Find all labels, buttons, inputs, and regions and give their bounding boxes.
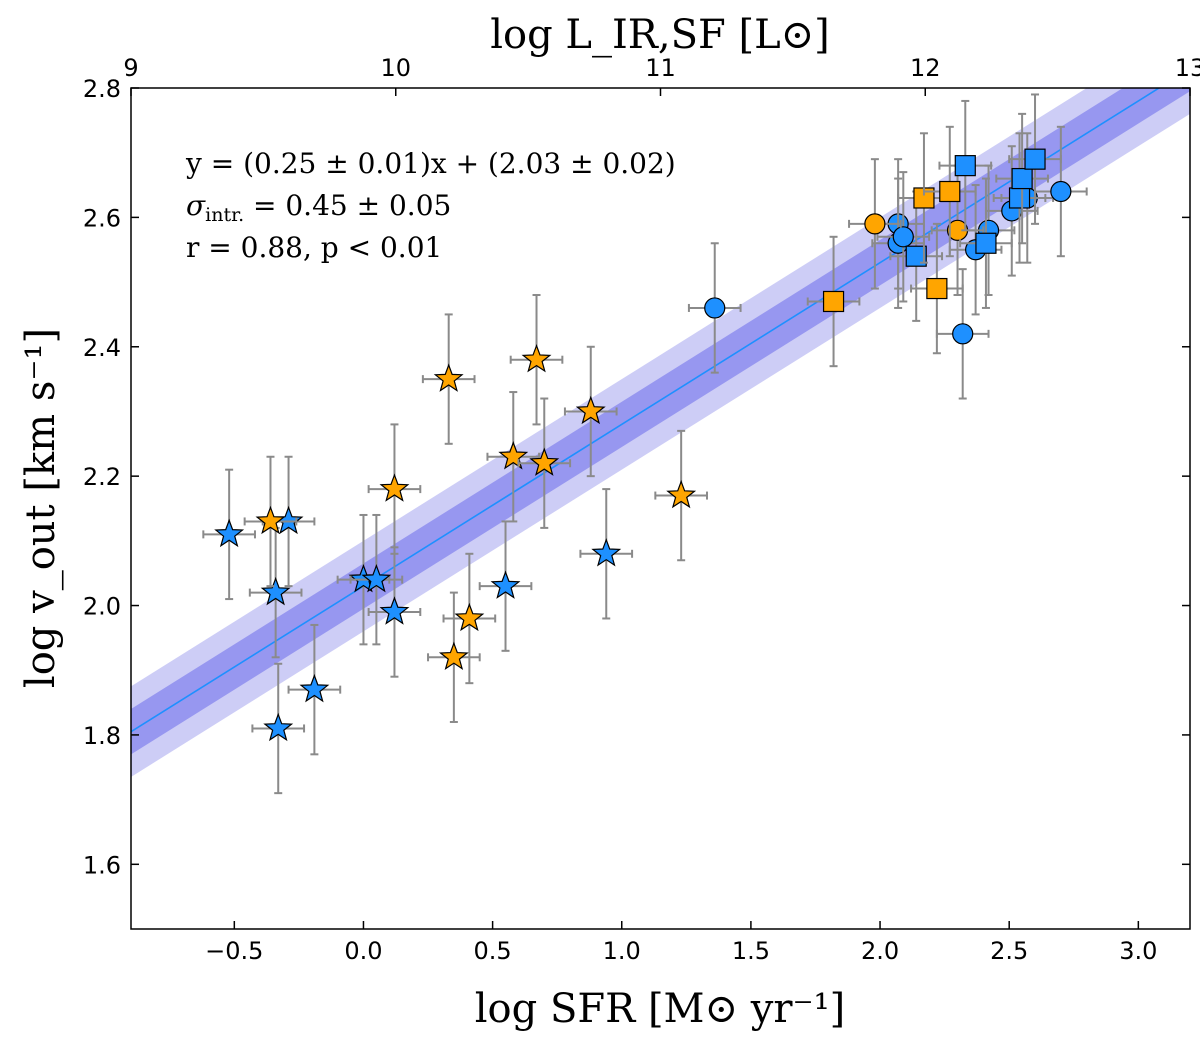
data-point-circle-blue bbox=[1050, 180, 1072, 203]
data-point-star-blue bbox=[591, 538, 622, 567]
data-point-circle-blue bbox=[952, 323, 974, 345]
y-tick-label: 2.2 bbox=[83, 463, 121, 491]
data-point-star-orange bbox=[255, 505, 286, 535]
data-point-square-blue bbox=[905, 245, 927, 267]
data-point-star-blue bbox=[299, 673, 330, 703]
data-point-star-orange bbox=[498, 441, 529, 470]
series-circle-blue bbox=[687, 125, 1088, 400]
top-x-tick-label: 9 bbox=[123, 54, 138, 82]
top-x-tick-label: 13 bbox=[1175, 54, 1200, 82]
sigma-subscript: intr. bbox=[205, 204, 244, 226]
data-point-star-blue bbox=[379, 596, 410, 625]
ticks-layer: −0.5 0.0 0.5 1.0 1.5 2.0 2.5 3.0 1.6 1.8 2.0 2.2 2.4… bbox=[83, 54, 1200, 965]
top-x-tick-label: 12 bbox=[910, 54, 941, 82]
data-point-star-orange bbox=[438, 641, 469, 671]
data-point-square-blue bbox=[1008, 187, 1031, 209]
x-tick-label: 3.0 bbox=[1119, 937, 1157, 965]
data-point-star-orange bbox=[454, 602, 485, 632]
data-point-square-blue bbox=[975, 232, 997, 254]
data-point-star-orange bbox=[433, 363, 464, 392]
x-tick-label: 0.0 bbox=[344, 937, 382, 965]
x-tick-label: 1.0 bbox=[603, 937, 641, 965]
data-point-square-blue bbox=[1011, 167, 1033, 190]
intrinsic-scatter: σintr. = 0.45 ± 0.05 bbox=[186, 189, 451, 226]
data-point-star-blue bbox=[361, 563, 392, 593]
series-star-orange bbox=[243, 294, 708, 723]
data-point-star-orange bbox=[379, 473, 410, 502]
sigma-value: = 0.45 ± 0.05 bbox=[244, 189, 451, 222]
data-point-star-orange bbox=[521, 343, 552, 373]
data-point-square-orange bbox=[822, 290, 845, 313]
data-point-star-blue bbox=[263, 712, 294, 742]
data-point-star-blue bbox=[214, 518, 245, 548]
data-point-star-orange bbox=[666, 479, 697, 509]
top-x-tick-label: 11 bbox=[645, 54, 676, 82]
data-point-circle-blue bbox=[704, 297, 726, 319]
data-point-circle-blue bbox=[892, 226, 914, 248]
x-tick-label: 2.0 bbox=[861, 937, 899, 965]
series-square-blue bbox=[889, 93, 1062, 322]
y-tick-label: 2.0 bbox=[83, 593, 121, 621]
data-point-star-orange bbox=[529, 447, 560, 476]
data-point-square-orange bbox=[939, 180, 961, 203]
series-square-orange bbox=[806, 125, 977, 368]
y-tick-label: 2.4 bbox=[83, 334, 121, 362]
y-tick-label: 1.6 bbox=[83, 851, 121, 879]
fit-equation: y = (0.25 ± 0.01)x + (2.03 ± 0.02) bbox=[185, 147, 676, 180]
top-x-axis-title: log L_IR,SF [L⊙] bbox=[490, 12, 830, 58]
data-points-layer bbox=[202, 93, 1088, 795]
data-point-star-blue bbox=[490, 570, 521, 599]
fit-band-layer bbox=[131, 88, 1190, 777]
sigma-symbol: σ bbox=[186, 189, 206, 222]
fit-annotation: y = (0.25 ± 0.01)x + (2.03 ± 0.02) σintr… bbox=[185, 147, 676, 264]
y-tick-label: 2.6 bbox=[83, 204, 121, 232]
x-tick-label: −0.5 bbox=[205, 937, 263, 965]
x-tick-label: 1.5 bbox=[732, 937, 770, 965]
data-point-circle-orange bbox=[864, 213, 886, 235]
y-axis-title: log v_out [km s⁻¹] bbox=[18, 328, 64, 688]
data-point-star-blue bbox=[260, 576, 291, 606]
data-point-square-blue bbox=[1024, 148, 1046, 170]
x-tick-label: 0.5 bbox=[474, 937, 512, 965]
top-x-tick-label: 10 bbox=[380, 54, 411, 82]
data-point-star-orange bbox=[575, 395, 606, 425]
x-tick-label: 2.5 bbox=[990, 937, 1028, 965]
y-tick-label: 1.8 bbox=[83, 722, 121, 750]
data-point-square-blue bbox=[954, 155, 976, 177]
x-axis-title: log SFR [M⊙ yr⁻¹] bbox=[475, 986, 845, 1032]
data-point-square-orange bbox=[926, 277, 948, 300]
correlation-stats: r = 0.88, p < 0.01 bbox=[186, 231, 442, 264]
y-tick-label: 2.8 bbox=[83, 75, 121, 103]
